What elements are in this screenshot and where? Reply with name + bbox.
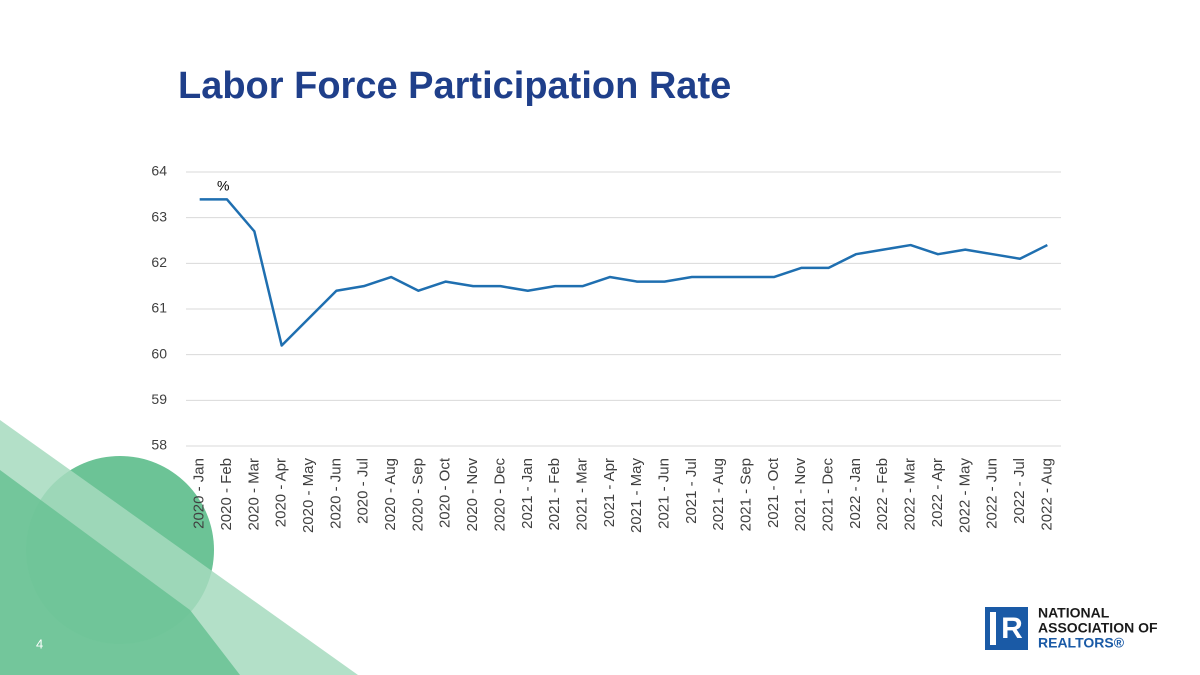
- x-tick-label: 2020 - Aug: [382, 458, 399, 531]
- chart-title: Labor Force Participation Rate: [178, 65, 731, 107]
- logo-text: REALTORS®: [1038, 635, 1125, 651]
- x-tick-label: 2021 - Oct: [765, 457, 782, 528]
- line-series: [199, 198, 1048, 347]
- y-tick-label: 60: [151, 345, 167, 361]
- x-tick-label: 2021 - Apr: [601, 458, 618, 527]
- x-tick-label: 2021 - Nov: [792, 458, 809, 532]
- y-tick-label: 62: [151, 254, 167, 270]
- logo-text: ASSOCIATION OF: [1038, 620, 1158, 636]
- x-tick-label: 2022 - Feb: [874, 458, 891, 531]
- y-tick-label: 64: [151, 163, 167, 179]
- decoration: [0, 420, 358, 675]
- x-tick-label: 2022 - Aug: [1038, 458, 1055, 531]
- y-tick-label: 61: [151, 300, 167, 316]
- decor-shape: [0, 470, 240, 675]
- x-tick-label: 2020 - Feb: [218, 458, 235, 531]
- x-tick-label: 2020 - Jun: [327, 458, 344, 529]
- x-tick-label: 2021 - Aug: [710, 458, 727, 531]
- y-tick-label: 58: [151, 437, 167, 453]
- x-tick-label: 2021 - Mar: [573, 458, 590, 531]
- x-tick-label: 2020 - Nov: [464, 458, 481, 532]
- x-tick-label: 2022 - Jan: [847, 458, 864, 529]
- x-tick-label: 2020 - May: [300, 458, 317, 534]
- x-tick-label: 2022 - Apr: [929, 458, 946, 527]
- logo-text: NATIONAL: [1038, 605, 1110, 621]
- x-tick-label: 2021 - Jun: [655, 458, 672, 529]
- x-tick-label: 2020 - Dec: [491, 458, 508, 532]
- page-number: 4: [36, 636, 43, 651]
- y-tick-label: 59: [151, 391, 167, 407]
- x-tick-label: 2022 - Mar: [902, 458, 919, 531]
- x-tick-label: 2020 - Apr: [273, 458, 290, 527]
- x-tick-label: 2022 - Jun: [984, 458, 1001, 529]
- x-tick-label: 2020 - Jul: [355, 458, 372, 524]
- x-tick-label: 2020 - Sep: [409, 458, 426, 531]
- x-tick-label: 2021 - Jul: [683, 458, 700, 524]
- x-tick-label: 2022 - Jul: [1011, 458, 1028, 524]
- x-tick-label: 2021 - May: [628, 458, 645, 534]
- x-tick-label: 2020 - Oct: [437, 457, 454, 528]
- y-tick-label: 63: [151, 208, 167, 224]
- x-tick-label: 2021 - Jan: [519, 458, 536, 529]
- x-tick-label: 2020 - Mar: [245, 458, 262, 531]
- logo-mark: R: [1001, 612, 1023, 645]
- unit-label: %: [217, 178, 229, 194]
- x-tick-label: 2020 - Jan: [191, 458, 208, 529]
- x-tick-label: 2022 - May: [956, 458, 973, 534]
- x-tick-label: 2021 - Feb: [546, 458, 563, 531]
- logo-bar: [990, 612, 996, 645]
- logo: R NATIONAL ASSOCIATION OF REALTORS®: [985, 605, 1158, 651]
- x-tick-label: 2021 - Sep: [738, 458, 755, 531]
- x-tick-label: 2021 - Dec: [820, 458, 837, 532]
